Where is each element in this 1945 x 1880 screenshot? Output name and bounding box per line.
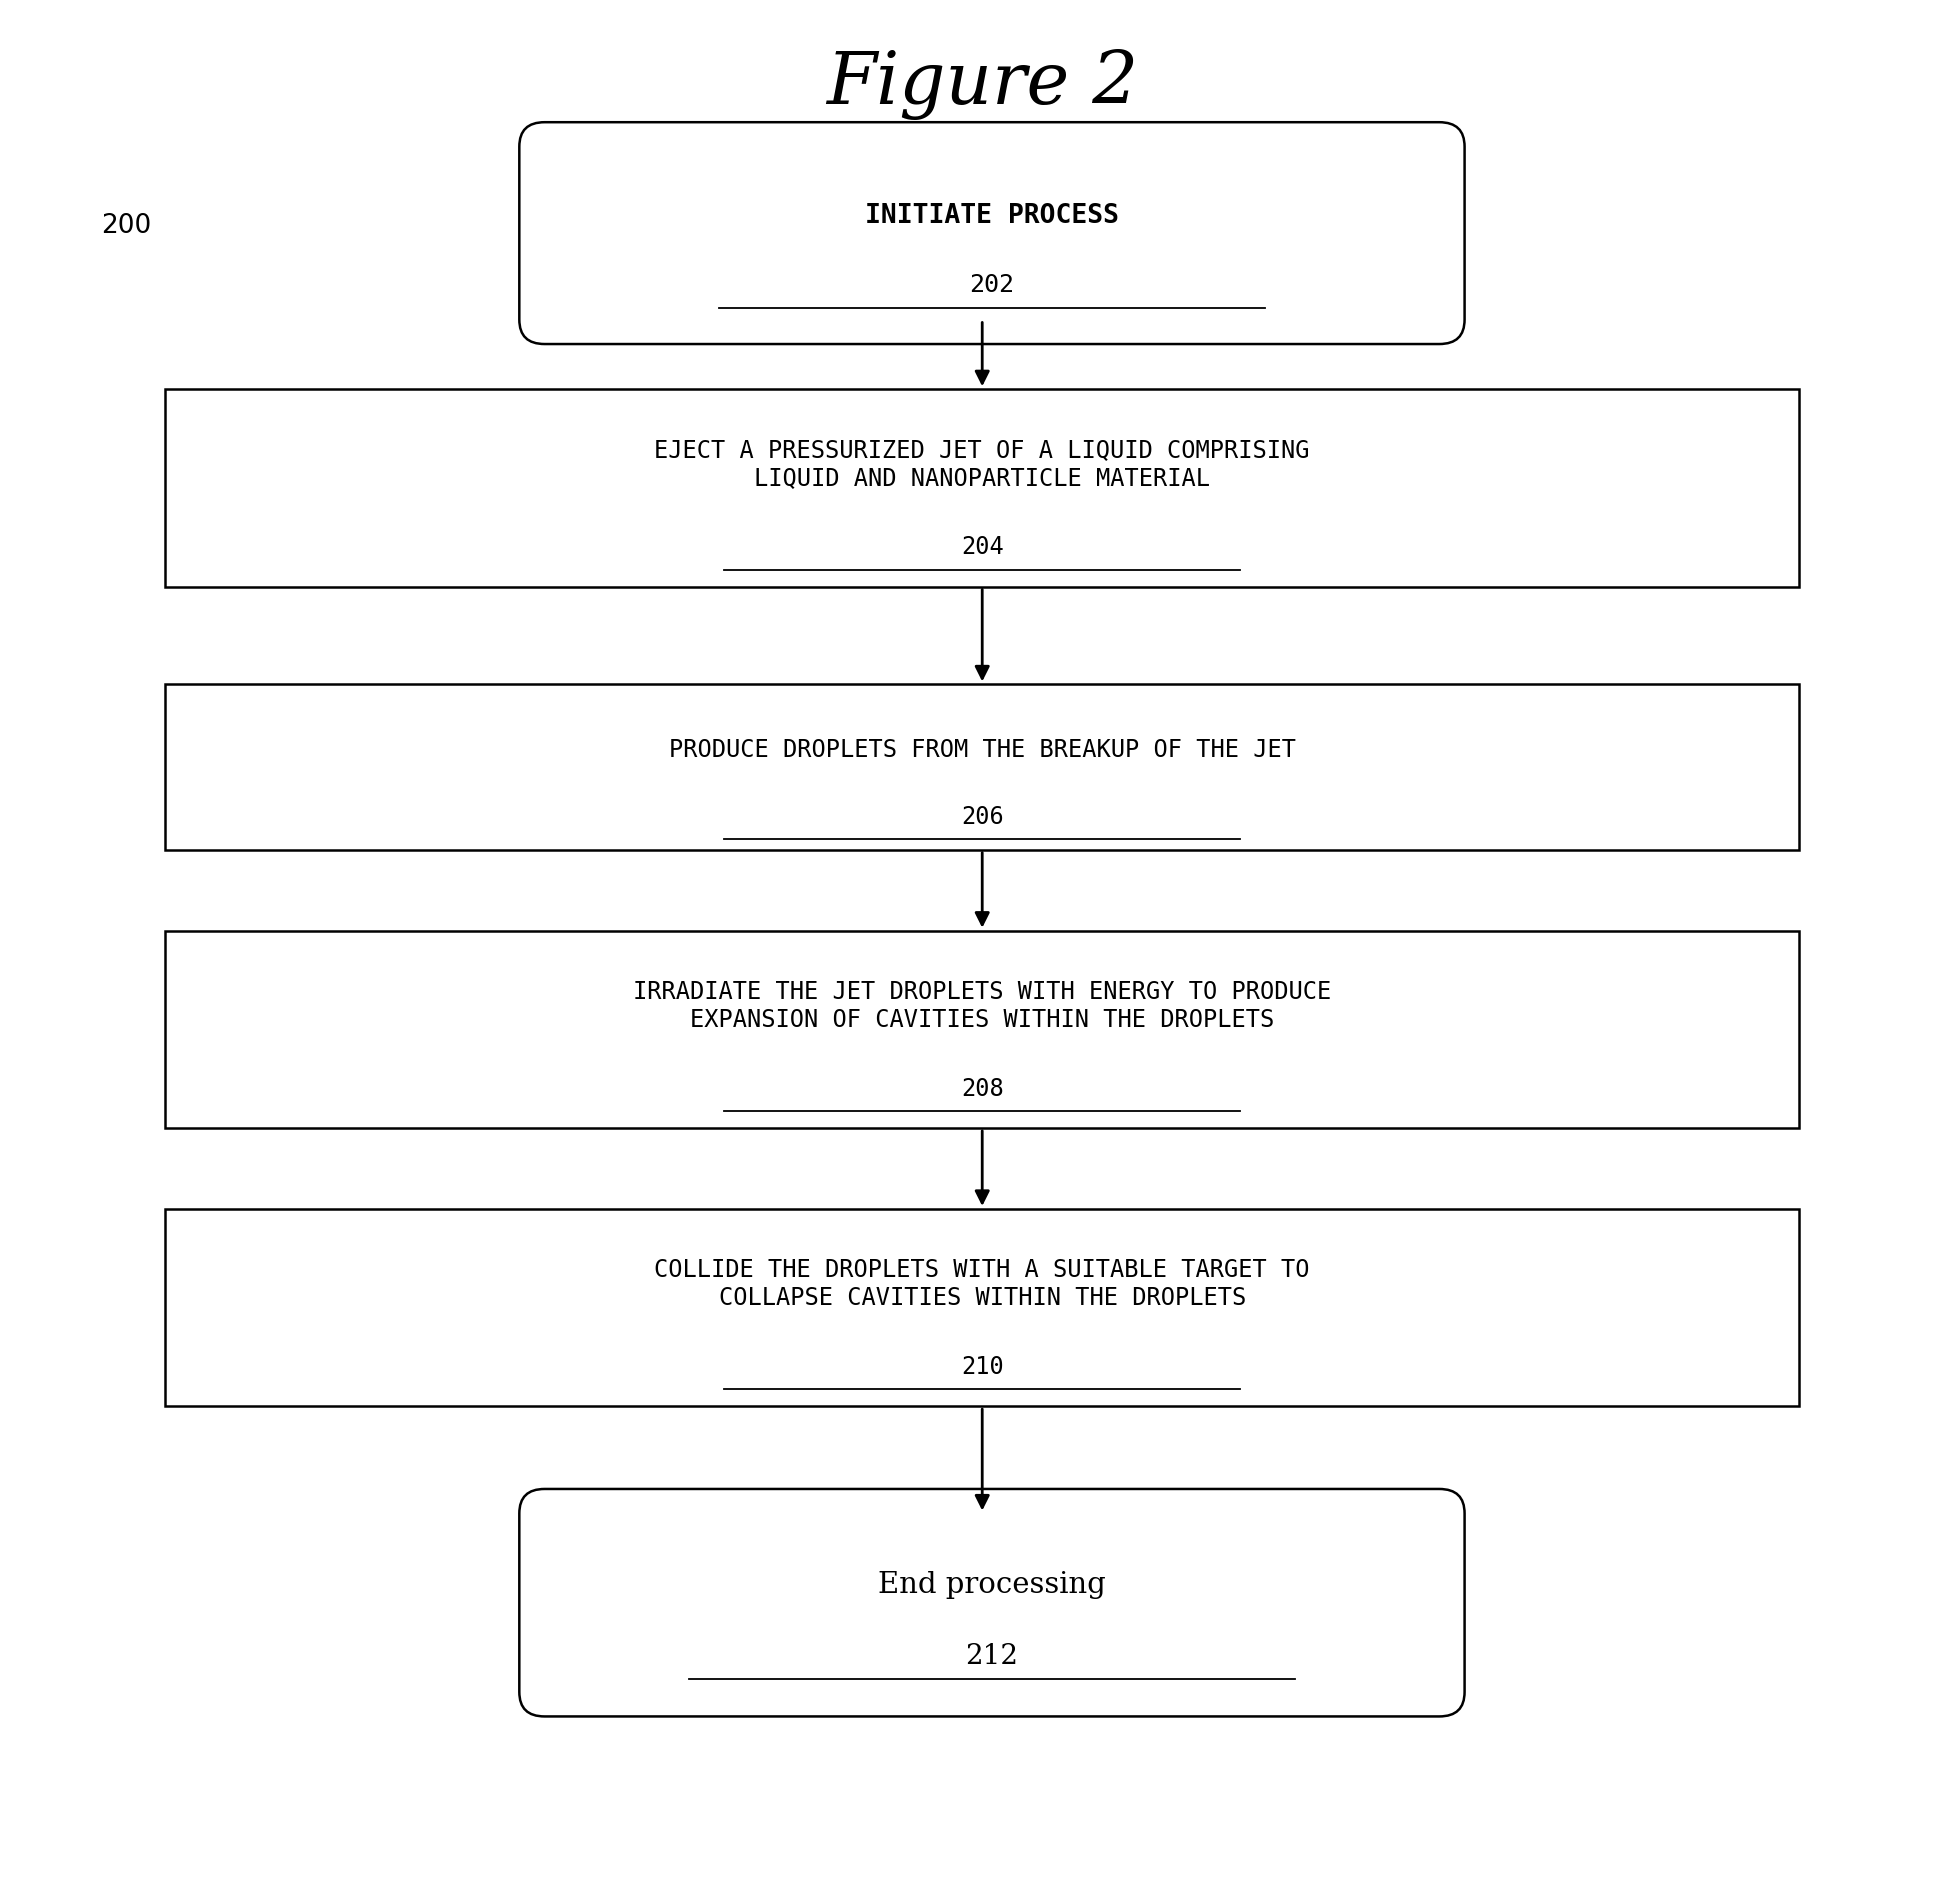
Text: IRRADIATE THE JET DROPLETS WITH ENERGY TO PRODUCE
EXPANSION OF CAVITIES WITHIN T: IRRADIATE THE JET DROPLETS WITH ENERGY T… xyxy=(634,979,1330,1032)
Text: COLLIDE THE DROPLETS WITH A SUITABLE TARGET TO
COLLAPSE CAVITIES WITHIN THE DROP: COLLIDE THE DROPLETS WITH A SUITABLE TAR… xyxy=(654,1258,1311,1310)
Text: Figure 2: Figure 2 xyxy=(827,49,1138,120)
Text: PRODUCE DROPLETS FROM THE BREAKUP OF THE JET: PRODUCE DROPLETS FROM THE BREAKUP OF THE… xyxy=(669,739,1295,763)
Text: 212: 212 xyxy=(965,1643,1019,1669)
FancyBboxPatch shape xyxy=(165,1209,1799,1406)
Text: 202: 202 xyxy=(969,273,1015,297)
FancyBboxPatch shape xyxy=(519,1489,1465,1716)
Text: 208: 208 xyxy=(961,1077,1004,1100)
Text: 204: 204 xyxy=(961,536,1004,558)
Text: 210: 210 xyxy=(961,1355,1004,1378)
FancyBboxPatch shape xyxy=(165,931,1799,1128)
FancyBboxPatch shape xyxy=(165,389,1799,587)
Text: 200: 200 xyxy=(101,212,152,239)
FancyBboxPatch shape xyxy=(519,122,1465,344)
Text: 206: 206 xyxy=(961,805,1004,829)
FancyBboxPatch shape xyxy=(165,684,1799,850)
Text: EJECT A PRESSURIZED JET OF A LIQUID COMPRISING
LIQUID AND NANOPARTICLE MATERIAL: EJECT A PRESSURIZED JET OF A LIQUID COMP… xyxy=(654,438,1311,491)
Text: INITIATE PROCESS: INITIATE PROCESS xyxy=(866,203,1118,229)
Text: End processing: End processing xyxy=(877,1572,1107,1598)
